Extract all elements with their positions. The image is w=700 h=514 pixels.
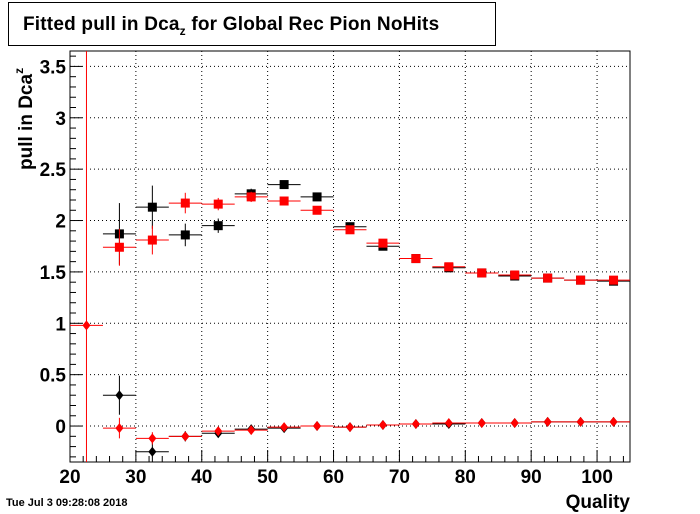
x-tick-label: 50 (257, 467, 278, 488)
title-subscript: z (179, 24, 186, 38)
data-point-square (378, 238, 388, 248)
data-point-square (345, 225, 355, 235)
data-point-square (477, 268, 487, 278)
title-rest: for Global Rec Pion NoHits (185, 14, 440, 35)
y-tick-label: 0.5 (40, 366, 67, 387)
y-tick-label: 2.5 (40, 160, 67, 181)
data-point-diamond (477, 417, 486, 428)
data-point-diamond (378, 420, 387, 431)
y-axis-label-text: pull in Dca (16, 73, 37, 170)
data-point-diamond (280, 422, 289, 433)
data-point-square (147, 235, 157, 245)
data-point-diamond (346, 422, 354, 433)
data-point-diamond (313, 421, 322, 432)
data-point-diamond (411, 418, 420, 429)
data-point-square (279, 196, 289, 206)
data-point-square (312, 192, 322, 202)
x-axis-label: Quality (565, 492, 630, 513)
x-tick-label: 40 (191, 467, 212, 488)
timestamp: Tue Jul 3 09:28:08 2018 (6, 497, 128, 509)
y-tick-label: 1.5 (40, 263, 67, 284)
data-point-square (213, 199, 223, 209)
data-point-square (147, 202, 157, 212)
data-point-diamond (115, 423, 124, 434)
data-point-square (180, 198, 190, 208)
data-point-diamond (115, 390, 124, 401)
data-point-diamond (444, 417, 453, 428)
data-point-diamond (214, 426, 223, 437)
x-tick-label: 30 (125, 467, 146, 488)
data-point-square (609, 275, 619, 285)
y-tick-label: 2 (55, 212, 66, 233)
data-point-square (543, 273, 553, 283)
data-point-square (576, 275, 586, 285)
y-tick-label: 1 (55, 314, 66, 335)
plot-frame (69, 50, 631, 463)
grid-lines (70, 51, 630, 462)
x-tick-label: 20 (59, 467, 80, 488)
data-point-diamond (543, 416, 552, 427)
data-point-diamond (148, 433, 157, 444)
data-point-diamond (609, 416, 618, 427)
data-point-diamond (148, 446, 157, 457)
data-marks (70, 51, 630, 462)
y-tick-label: 3 (55, 109, 66, 130)
data-point-square (411, 254, 421, 264)
data-point-diamond (576, 416, 585, 427)
y-tick-label: 0 (55, 417, 66, 438)
data-point-diamond (247, 425, 256, 436)
y-axis-label: pull in Dcaz (12, 68, 38, 170)
data-point-diamond (181, 431, 190, 442)
data-point-square (444, 262, 454, 272)
title-main: Fitted pull in Dca (23, 14, 180, 35)
x-tick-label: 80 (455, 467, 476, 488)
data-point-square (312, 205, 322, 215)
data-point-square (180, 230, 190, 240)
x-tick-label: 90 (521, 467, 542, 488)
data-point-square (213, 221, 223, 231)
data-point-diamond (510, 417, 519, 428)
data-point-square (510, 270, 520, 280)
data-point-diamond (82, 320, 91, 331)
x-tick-label: 100 (581, 467, 613, 488)
y-axis-label-sub: z (12, 67, 26, 74)
chart-title: Fitted pull in Dcaz for Global Rec Pion … (23, 14, 439, 38)
title-box: Fitted pull in Dcaz for Global Rec Pion … (8, 2, 496, 46)
data-point-square (246, 192, 256, 202)
data-point-square (279, 180, 289, 190)
axes: 20 30 40 50 60 70 80 90 100 0 0.5 1 1.5 2 2.5 3 3.5 (40, 55, 624, 488)
data-point-square (114, 242, 124, 252)
y-tick-label: 3.5 (40, 57, 67, 78)
x-tick-label: 60 (323, 467, 344, 488)
x-tick-label: 70 (389, 467, 410, 488)
